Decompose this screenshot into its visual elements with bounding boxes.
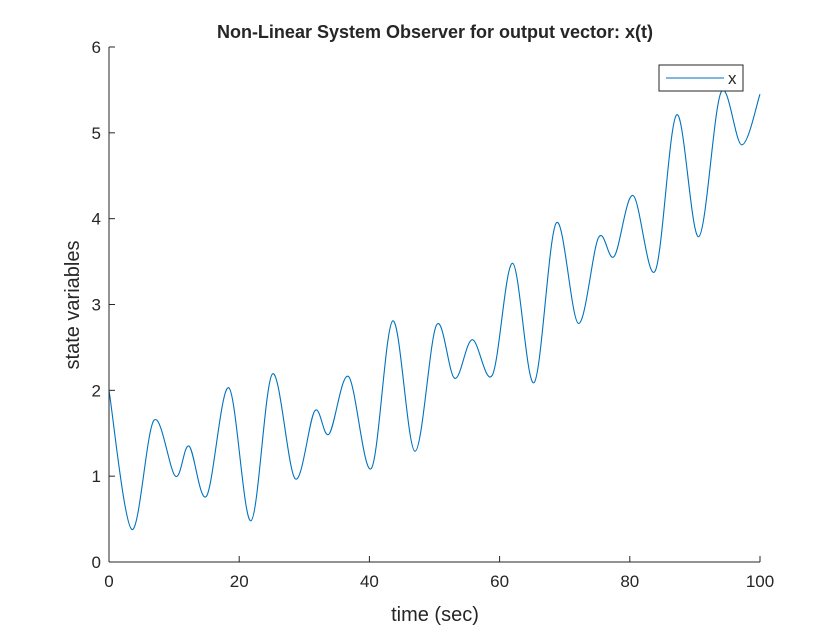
chart-title: Non-Linear System Observer for output ve… — [217, 22, 653, 42]
y-tick-label: 3 — [92, 296, 101, 315]
x-tick-label: 80 — [620, 572, 639, 591]
y-tick-label: 1 — [92, 467, 101, 486]
axis-ticks: 0 20 40 60 80 100 0 1 2 3 4 5 6 — [92, 38, 775, 591]
series-line-x — [108, 89, 761, 530]
x-tick-label: 0 — [104, 572, 113, 591]
x-tick-label: 100 — [746, 572, 774, 591]
y-tick-label: 6 — [92, 38, 101, 57]
legend-entry-x: x — [728, 69, 737, 88]
legend: x — [658, 64, 744, 92]
y-tick-label: 4 — [92, 210, 101, 229]
plot-background — [109, 47, 760, 562]
y-tick-label: 2 — [92, 381, 101, 400]
x-tick-label: 60 — [490, 572, 509, 591]
y-axis-label: state variables — [62, 241, 84, 370]
x-axis-label: time (sec) — [391, 604, 479, 626]
y-tick-label: 0 — [92, 553, 101, 572]
x-tick-label: 20 — [230, 572, 249, 591]
axes — [108, 47, 760, 563]
plot-area — [109, 47, 760, 562]
y-tick-label: 5 — [92, 124, 101, 143]
x-tick-label: 40 — [360, 572, 379, 591]
series-layer — [108, 89, 761, 530]
